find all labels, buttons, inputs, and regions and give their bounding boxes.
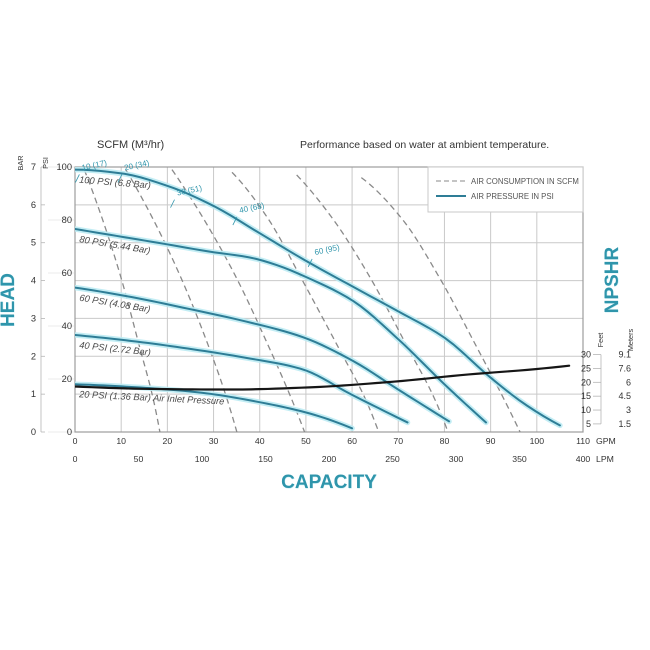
svg-text:SCFM (M³/hr): SCFM (M³/hr) bbox=[97, 139, 164, 151]
svg-text:6: 6 bbox=[626, 377, 631, 387]
svg-text:PSI: PSI bbox=[41, 157, 50, 169]
svg-text:150: 150 bbox=[258, 454, 273, 464]
svg-text:200: 200 bbox=[322, 454, 337, 464]
svg-text:30: 30 bbox=[581, 350, 591, 360]
svg-text:6: 6 bbox=[31, 200, 36, 210]
svg-text:LPM: LPM bbox=[596, 454, 614, 464]
svg-text:GPM: GPM bbox=[596, 436, 616, 446]
svg-text:AIR PRESSURE IN PSI: AIR PRESSURE IN PSI bbox=[471, 192, 554, 201]
svg-text:Meters: Meters bbox=[626, 329, 635, 352]
svg-text:25: 25 bbox=[581, 363, 591, 373]
svg-text:3: 3 bbox=[31, 313, 36, 323]
svg-text:300: 300 bbox=[449, 454, 464, 464]
svg-text:40: 40 bbox=[255, 436, 265, 446]
svg-text:HEAD: HEAD bbox=[0, 273, 19, 327]
svg-text:0: 0 bbox=[67, 427, 72, 437]
svg-text:AIR CONSUMPTION IN SCFM: AIR CONSUMPTION IN SCFM bbox=[471, 177, 579, 186]
svg-text:BAR: BAR bbox=[16, 155, 25, 170]
svg-text:100: 100 bbox=[56, 162, 72, 172]
svg-text:7.6: 7.6 bbox=[618, 363, 631, 373]
svg-text:20: 20 bbox=[62, 374, 72, 384]
svg-text:1.5: 1.5 bbox=[618, 419, 631, 429]
svg-text:20: 20 bbox=[581, 377, 591, 387]
svg-text:100: 100 bbox=[195, 454, 210, 464]
svg-text:0: 0 bbox=[31, 427, 36, 437]
svg-text:30: 30 bbox=[209, 436, 219, 446]
svg-text:110: 110 bbox=[576, 436, 590, 446]
svg-text:3: 3 bbox=[626, 405, 631, 415]
svg-text:250: 250 bbox=[385, 454, 400, 464]
svg-text:10: 10 bbox=[116, 436, 126, 446]
svg-text:10: 10 bbox=[581, 405, 591, 415]
svg-text:5: 5 bbox=[586, 419, 591, 429]
svg-text:80: 80 bbox=[440, 436, 450, 446]
svg-text:50: 50 bbox=[301, 436, 311, 446]
svg-text:60: 60 bbox=[62, 268, 72, 278]
svg-text:5: 5 bbox=[31, 238, 36, 248]
svg-text:400: 400 bbox=[576, 454, 591, 464]
svg-text:40: 40 bbox=[62, 321, 72, 331]
svg-text:Feet: Feet bbox=[596, 333, 605, 348]
svg-text:15: 15 bbox=[581, 391, 591, 401]
svg-text:70: 70 bbox=[393, 436, 403, 446]
svg-text:1: 1 bbox=[31, 389, 36, 399]
svg-text:60: 60 bbox=[347, 436, 357, 446]
svg-text:7: 7 bbox=[31, 162, 36, 172]
svg-text:0: 0 bbox=[73, 436, 78, 446]
svg-text:Performance based on water at: Performance based on water at ambient te… bbox=[300, 139, 549, 151]
svg-text:80: 80 bbox=[62, 215, 72, 225]
svg-text:100: 100 bbox=[530, 436, 545, 446]
svg-text:4.5: 4.5 bbox=[618, 391, 631, 401]
svg-text:0: 0 bbox=[73, 454, 78, 464]
svg-text:NPSHR: NPSHR bbox=[602, 246, 623, 313]
svg-text:20: 20 bbox=[163, 436, 173, 446]
svg-text:CAPACITY: CAPACITY bbox=[281, 472, 377, 493]
svg-text:2: 2 bbox=[31, 351, 36, 361]
svg-text:4: 4 bbox=[31, 276, 36, 286]
svg-text:50: 50 bbox=[134, 454, 144, 464]
svg-text:90: 90 bbox=[486, 436, 496, 446]
svg-text:350: 350 bbox=[512, 454, 527, 464]
